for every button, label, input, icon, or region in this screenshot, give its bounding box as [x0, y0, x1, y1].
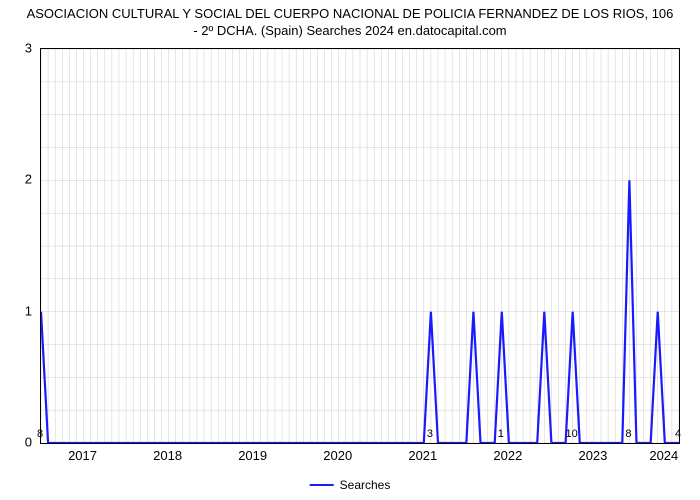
value-label: 8 [37, 428, 43, 440]
value-label: 3 [427, 428, 433, 440]
x-tick-label: 2019 [238, 448, 267, 463]
x-tick-label: 2021 [408, 448, 437, 463]
plot-area [40, 48, 680, 444]
plot-svg [41, 49, 679, 443]
x-tick-label: 2023 [578, 448, 607, 463]
x-tick-label: 2017 [68, 448, 97, 463]
value-label: 1 [498, 428, 504, 440]
legend-swatch [310, 484, 334, 486]
y-tick-label: 1 [0, 303, 32, 318]
chart-title: ASOCIACION CULTURAL Y SOCIAL DEL CUERPO … [0, 0, 700, 40]
y-tick-label: 3 [0, 41, 32, 56]
value-label: 10 [566, 428, 578, 440]
x-tick-label: 2020 [323, 448, 352, 463]
y-tick-label: 0 [0, 435, 32, 450]
title-line-1: ASOCIACION CULTURAL Y SOCIAL DEL CUERPO … [27, 6, 674, 21]
x-tick-label: 2018 [153, 448, 182, 463]
legend: Searches [310, 478, 391, 492]
value-label: 4 [675, 428, 681, 440]
y-tick-label: 2 [0, 172, 32, 187]
plot-wrap: 0123 20172018201920202021202220232024 83… [40, 48, 680, 444]
legend-label: Searches [340, 478, 391, 492]
x-tick-label: 2024 [649, 448, 678, 463]
x-tick-label: 2022 [493, 448, 522, 463]
title-line-2: - 2º DCHA. (Spain) Searches 2024 en.dato… [193, 23, 506, 38]
value-label: 8 [625, 428, 631, 440]
